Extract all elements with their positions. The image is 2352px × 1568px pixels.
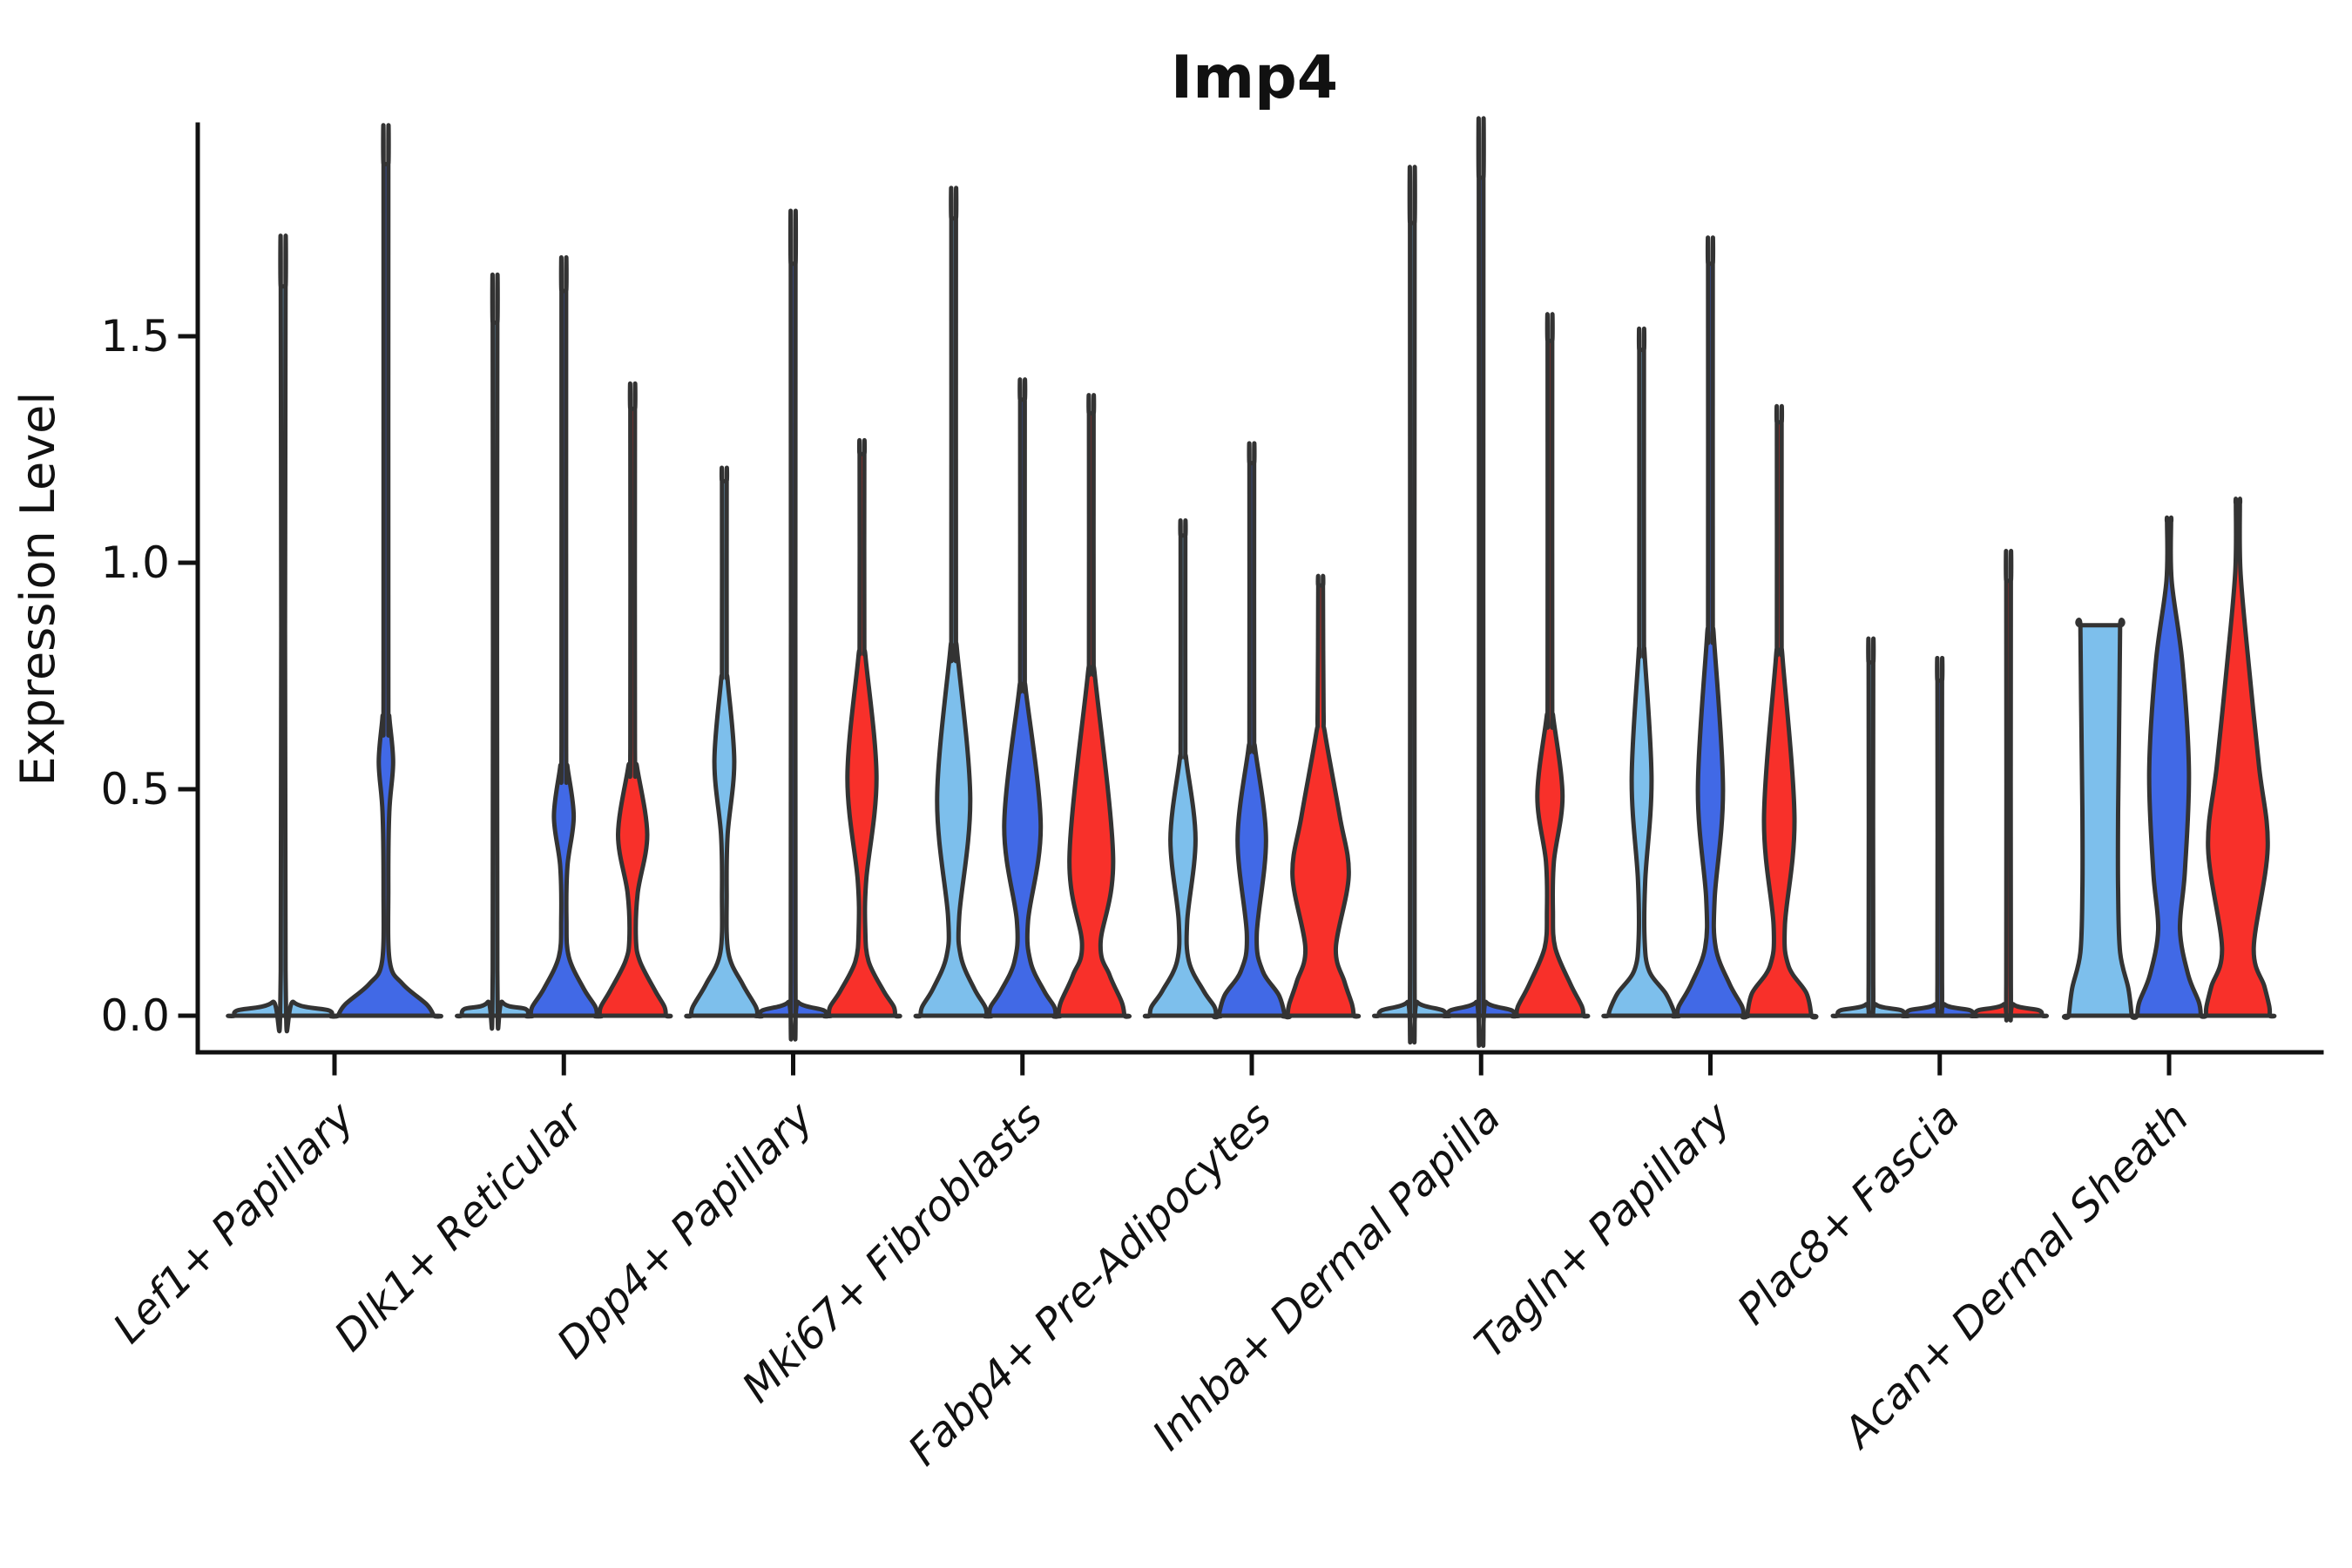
violin [821,437,902,1019]
violin [684,465,765,1019]
violin [1670,235,1751,1019]
y-tick-label: 1.5 [100,311,170,362]
violin [1142,517,1224,1019]
violin [1372,165,1453,1045]
violin [328,123,443,1019]
violin [592,381,673,1019]
violin [1280,573,1362,1019]
violin [1601,326,1682,1019]
x-tick-label: Tagln+ Papillary [1465,1092,1740,1368]
y-axis-label: Expression Level [10,392,65,787]
x-tick-label: Dpp4+ Papillary [548,1092,823,1368]
violin [1740,403,1819,1020]
x-tick-label: Fabp4+ Pre-Adipocytes [899,1093,1281,1476]
violin [524,255,605,1019]
violin [1830,636,1911,1018]
violin [1968,549,2049,1023]
violin [1211,441,1293,1020]
x-tick-label: Dlk1+ Reticular [325,1092,595,1362]
violin [913,186,994,1019]
violin [2130,515,2208,1019]
chart-title: Imp4 [1171,44,1338,112]
y-tick-label: 0.0 [100,990,170,1041]
violin [455,272,536,1031]
violin [1441,116,1522,1048]
y-tick-label: 0.5 [100,764,170,814]
violin [982,377,1063,1019]
y-tick-label: 1.0 [100,537,170,588]
violin [753,208,834,1042]
violin [2061,618,2139,1020]
violin [1899,656,1980,1018]
violin [226,233,341,1034]
violin [1051,393,1132,1019]
violin [1510,312,1591,1019]
x-tick-label: Lef1+ Papillary [104,1092,364,1353]
violin [2199,497,2277,1019]
x-tick-label: Plac8+ Fascia [1728,1093,1970,1335]
